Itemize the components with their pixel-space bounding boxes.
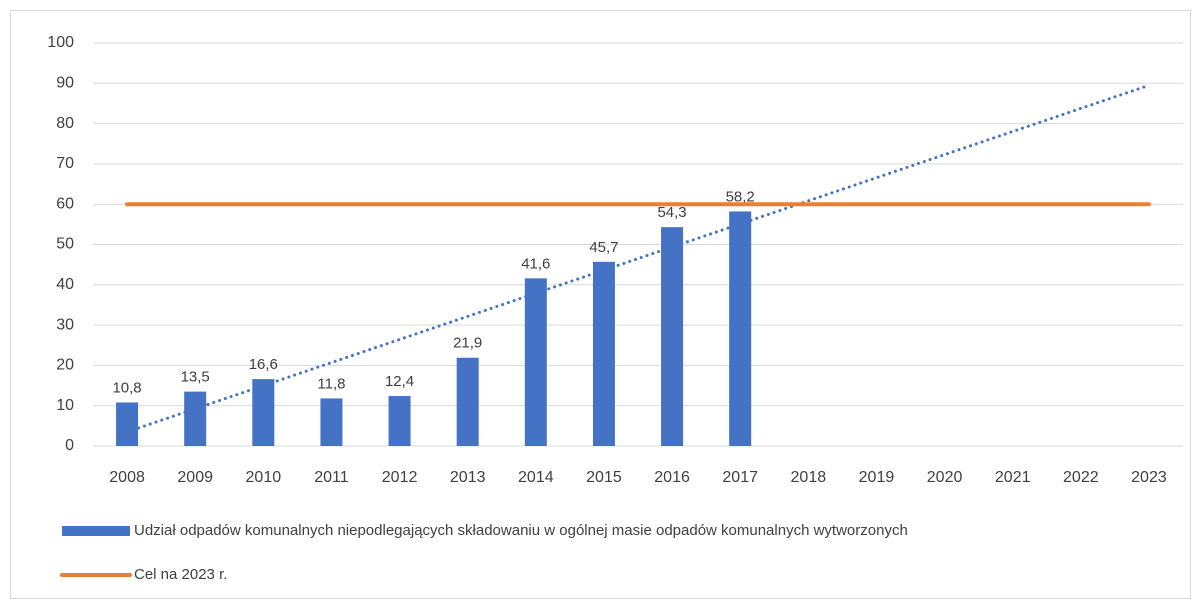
data-label: 16,6	[249, 356, 278, 373]
x-tick-label: 2018	[791, 469, 827, 486]
y-tick-label: 100	[47, 34, 74, 51]
bar	[252, 379, 275, 446]
x-tick-label: 2019	[859, 469, 895, 486]
legend-label: Udział odpadów komunalnych niepodlegając…	[134, 522, 908, 539]
y-tick-label: 70	[56, 155, 74, 172]
x-tick-label: 2021	[995, 469, 1031, 486]
bar	[116, 402, 139, 446]
bar	[661, 227, 684, 446]
y-tick-label: 20	[56, 357, 74, 374]
y-tick-label: 40	[56, 276, 74, 293]
x-tick-label: 2016	[654, 469, 690, 486]
x-tick-label: 2009	[177, 469, 213, 486]
x-tick-label: 2020	[927, 469, 963, 486]
x-tick-label: 2008	[109, 469, 145, 486]
y-tick-label: 90	[56, 75, 74, 92]
data-label: 12,4	[385, 373, 414, 390]
data-label: 13,5	[181, 369, 210, 386]
bar	[592, 261, 615, 446]
y-tick-label: 10	[56, 397, 74, 414]
legend-label: Cel na 2023 r.	[134, 566, 227, 583]
y-tick-label: 50	[56, 236, 74, 253]
y-tick-label: 30	[56, 316, 74, 333]
bar	[729, 211, 752, 446]
data-label: 10,8	[112, 379, 141, 396]
bar	[524, 278, 547, 446]
x-tick-label: 2010	[246, 469, 282, 486]
x-tick-label: 2023	[1131, 469, 1167, 486]
x-tick-label: 2014	[518, 469, 554, 486]
y-tick-label: 80	[56, 115, 74, 132]
x-tick-label: 2011	[314, 469, 349, 486]
data-label: 45,7	[589, 239, 618, 256]
x-tick-label: 2013	[450, 469, 486, 486]
y-tick-label: 60	[56, 195, 74, 212]
bar	[388, 396, 411, 446]
legend-swatch	[62, 526, 130, 536]
bar	[320, 398, 343, 446]
y-tick-label: 0	[65, 437, 74, 454]
data-label: 11,8	[317, 375, 345, 392]
x-tick-label: 2012	[382, 469, 418, 486]
data-label: 21,9	[453, 335, 482, 352]
data-label: 54,3	[657, 204, 686, 221]
x-tick-label: 2015	[586, 469, 622, 486]
x-tick-label: 2022	[1063, 469, 1099, 486]
bar	[184, 391, 207, 446]
data-label: 41,6	[521, 255, 550, 272]
x-tick-label: 2017	[722, 469, 758, 486]
bar	[456, 357, 479, 446]
data-label: 58,2	[726, 188, 755, 205]
